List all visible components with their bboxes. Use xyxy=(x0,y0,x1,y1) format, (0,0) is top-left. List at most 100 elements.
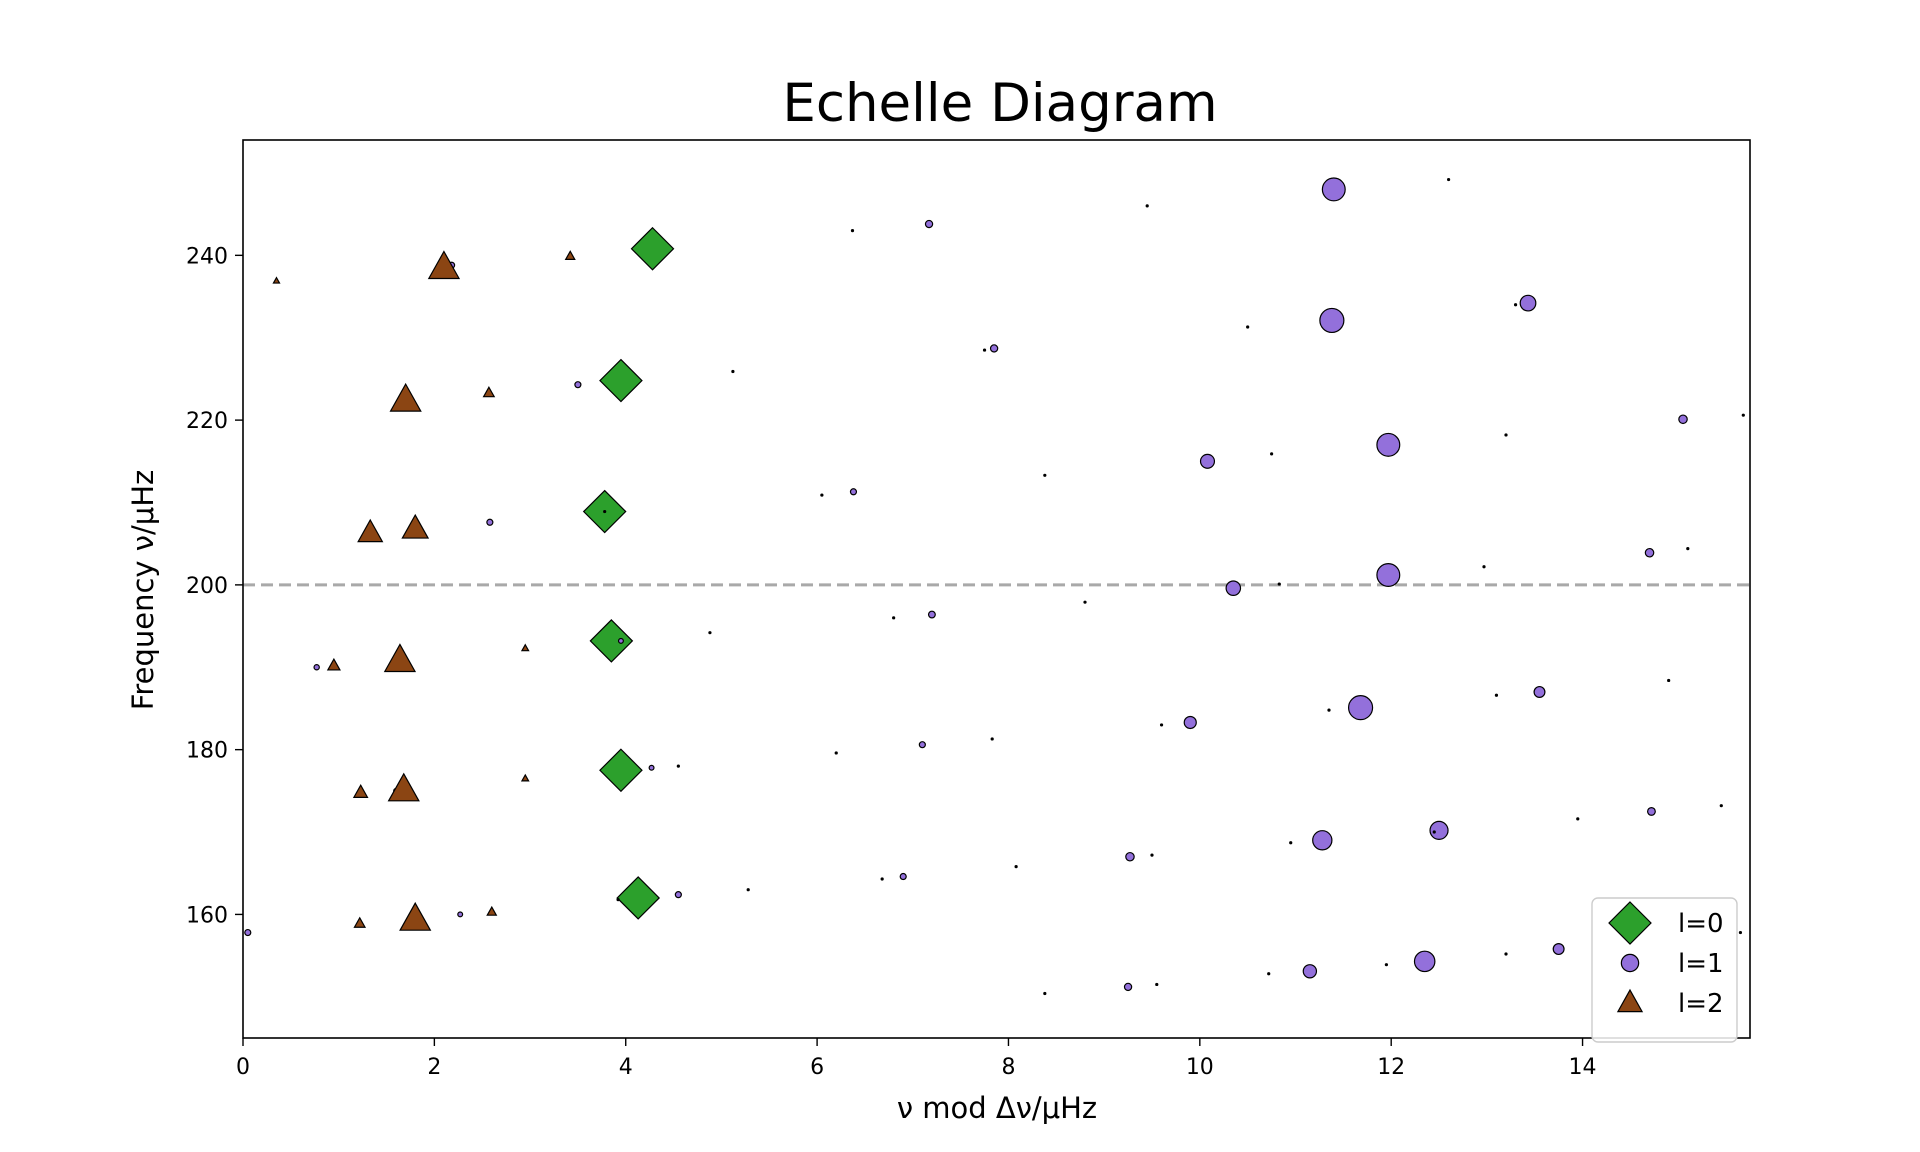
legend-marker-l-0 xyxy=(1608,901,1652,945)
x-tick-label: 14 xyxy=(1569,1055,1597,1080)
data-point-circle-14 xyxy=(1647,807,1656,816)
data-point-dot-4 xyxy=(1043,991,1047,996)
data-point-dot-2 xyxy=(880,877,884,881)
data-point-circle-34 xyxy=(1519,294,1537,312)
data-point-dot-25 xyxy=(603,509,607,514)
data-point-triangle-7 xyxy=(383,643,417,673)
data-point-circle-28 xyxy=(1199,453,1216,469)
series-l-2 xyxy=(272,250,576,931)
data-point-dot-12 xyxy=(990,737,994,741)
data-point-dot-22 xyxy=(1327,708,1331,712)
legend: l=0 l=1 l=2 xyxy=(1591,897,1738,1043)
legend-label-l-1: l=1 xyxy=(1678,949,1724,979)
data-point-circle-27 xyxy=(989,344,999,353)
legend-marker-l-2 xyxy=(1616,988,1644,1013)
data-point-circle-5 xyxy=(1302,964,1318,979)
data-point-circle-17 xyxy=(927,610,936,619)
data-point-dot-35 xyxy=(1741,413,1745,417)
x-tick-label: 8 xyxy=(1001,1055,1015,1080)
data-point-triangle-8 xyxy=(520,643,530,652)
data-point-dot-19 xyxy=(892,616,896,620)
data-point-dot-33 xyxy=(1269,452,1274,456)
data-point-diamond-1 xyxy=(599,748,643,793)
data-point-circle-15 xyxy=(313,664,320,671)
data-point-circle-18 xyxy=(1183,715,1197,730)
data-point-dot-14 xyxy=(1289,841,1293,845)
data-point-triangle-0 xyxy=(353,916,367,928)
data-point-circle-7 xyxy=(1552,943,1565,956)
data-point-circle-35 xyxy=(1321,177,1346,202)
data-point-circle-19 xyxy=(1347,695,1374,721)
data-point-circle-29 xyxy=(1376,432,1401,457)
data-point-diamond-4 xyxy=(599,358,643,403)
data-point-triangle-12 xyxy=(482,386,496,398)
axes: 0 2 4 6 8 10 12 14 160 180 200 220 240 xyxy=(186,139,1751,1080)
data-point-dot-10 xyxy=(676,764,680,768)
x-tick-label: 10 xyxy=(1186,1055,1214,1080)
data-point-triangle-1 xyxy=(399,901,432,931)
data-point-circle-32 xyxy=(924,219,934,229)
y-tick-label: 240 xyxy=(186,244,228,269)
x-tick-label: 12 xyxy=(1377,1055,1405,1080)
data-point-circle-24 xyxy=(1376,562,1401,587)
data-point-triangle-4 xyxy=(387,772,420,802)
data-point-dot-13 xyxy=(1150,853,1154,857)
x-tick-label: 2 xyxy=(427,1055,441,1080)
data-point-dot-9 xyxy=(1738,930,1743,935)
x-tick-label: 0 xyxy=(236,1055,250,1080)
data-point-circle-26 xyxy=(574,381,582,389)
data-point-diamond-0 xyxy=(616,876,661,920)
data-point-diamond-5 xyxy=(630,226,675,271)
data-point-circle-16 xyxy=(617,637,624,644)
legend-label-l-0: l=0 xyxy=(1678,909,1724,939)
x-tick-label: 6 xyxy=(810,1055,824,1080)
data-point-dot-5 xyxy=(1155,982,1159,987)
data-point-circle-2 xyxy=(674,891,682,899)
data-point-triangle-3 xyxy=(352,783,369,798)
y-tick-label: 200 xyxy=(186,574,228,599)
data-point-circle-23 xyxy=(1225,580,1242,596)
data-point-dot-0 xyxy=(616,897,620,902)
plot-area xyxy=(243,177,1750,996)
data-point-dot-7 xyxy=(1384,963,1389,967)
data-point-dot-11 xyxy=(834,751,838,755)
data-point-triangle-13 xyxy=(427,250,461,280)
data-point-dot-20 xyxy=(1083,600,1087,604)
data-point-circle-22 xyxy=(849,488,858,496)
x-tick-label: 4 xyxy=(619,1055,633,1080)
data-point-dot-21 xyxy=(1159,723,1164,727)
data-point-circle-20 xyxy=(1533,685,1546,698)
data-point-circle-33 xyxy=(1319,307,1345,334)
series-minor-points xyxy=(603,177,1745,996)
data-point-circle-25 xyxy=(1644,547,1655,558)
data-point-dot-24 xyxy=(1667,678,1671,683)
data-point-circle-3 xyxy=(899,872,907,881)
data-point-dot-16 xyxy=(1576,817,1580,821)
data-point-triangle-9 xyxy=(357,518,384,543)
data-point-dot-28 xyxy=(1277,582,1281,586)
legend-label-l-2: l=2 xyxy=(1678,989,1724,1019)
y-tick-label: 180 xyxy=(186,739,228,764)
y-tick-label: 160 xyxy=(186,903,228,928)
data-point-triangle-2 xyxy=(486,905,498,916)
data-point-circle-6 xyxy=(1413,950,1436,973)
data-point-triangle-11 xyxy=(389,382,422,412)
plot-frame xyxy=(242,139,1751,1039)
data-point-circle-12 xyxy=(1312,830,1333,851)
data-point-dot-29 xyxy=(1482,565,1486,569)
data-point-triangle-10 xyxy=(401,513,430,539)
data-point-dot-40 xyxy=(1447,177,1451,182)
x-axis-title: ν mod Δν/μHz xyxy=(897,1091,1097,1125)
data-point-dot-36 xyxy=(850,229,855,233)
chart-title: Echelle Diagram xyxy=(782,73,1217,134)
legend-marker-l-1 xyxy=(1620,953,1640,973)
data-point-circle-21 xyxy=(486,518,494,526)
data-point-circle-13 xyxy=(1429,820,1449,840)
data-point-circle-9 xyxy=(648,764,655,771)
data-point-triangle-14 xyxy=(564,250,576,261)
data-point-dot-34 xyxy=(1504,433,1508,437)
data-point-dot-6 xyxy=(1267,972,1271,976)
data-point-dot-23 xyxy=(1494,693,1499,697)
data-point-circle-0 xyxy=(244,928,252,937)
